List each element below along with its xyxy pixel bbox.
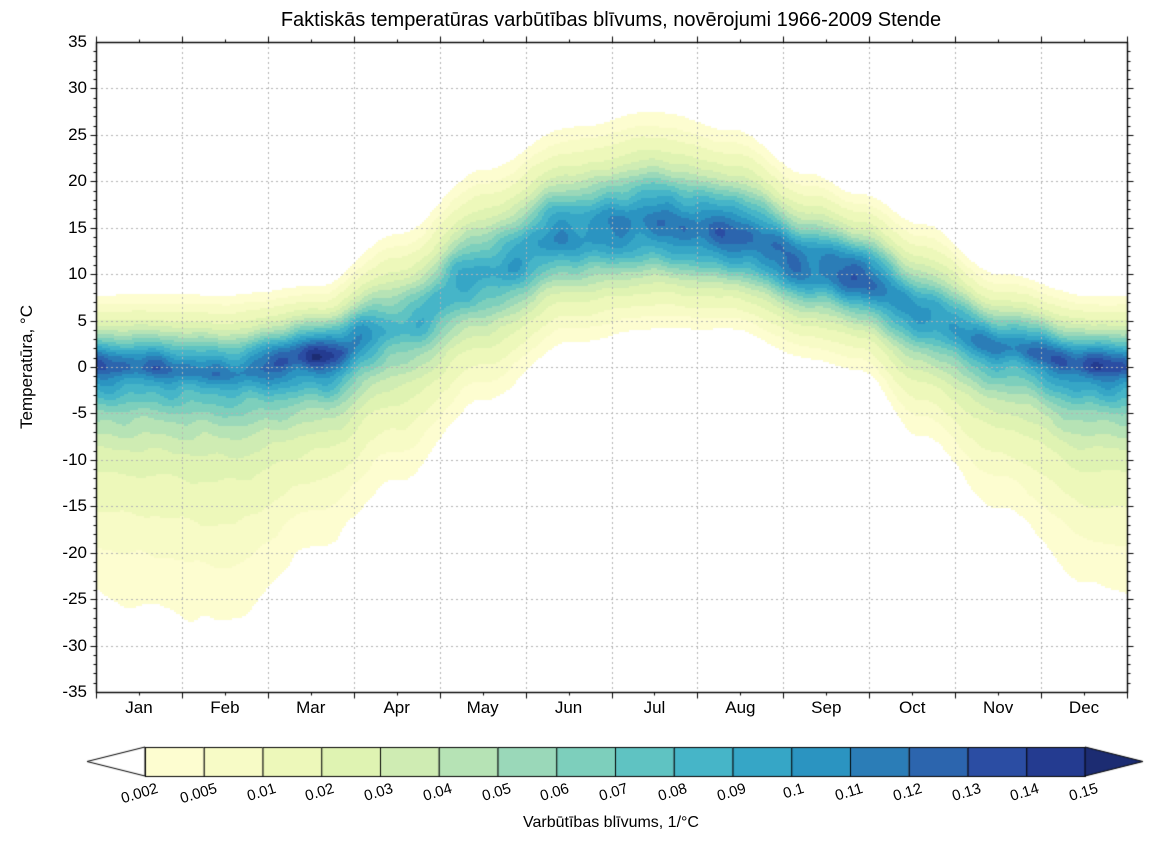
y-tick-label: 25: [68, 124, 87, 144]
x-tick-label: Sep: [811, 698, 842, 717]
x-tick-label: Jun: [554, 698, 583, 717]
y-tick-label: -10: [62, 449, 87, 469]
x-tick-label: Jul: [643, 698, 666, 717]
x-tick-label: Jan: [125, 698, 153, 717]
y-tick-label: -35: [62, 682, 87, 701]
x-tick-label: Nov: [983, 698, 1014, 717]
colorbar-title: Varbūtības blīvums, 1/°C: [523, 814, 699, 831]
x-tick-label: Dec: [1068, 698, 1100, 717]
y-tick-label: -20: [62, 542, 87, 562]
y-axis-title: Temperatūra, °C: [17, 305, 36, 429]
x-tick-label: Oct: [898, 698, 926, 717]
y-tick-label: -25: [62, 589, 87, 609]
y-tick-label: 35: [68, 32, 87, 51]
y-tick-label: 15: [68, 217, 87, 237]
x-tick-label: May: [466, 698, 499, 717]
x-tick-label: Apr: [383, 698, 410, 717]
y-tick-label: -30: [62, 635, 87, 655]
y-tick-label: 0: [77, 357, 87, 376]
x-tick-label: Feb: [210, 698, 240, 717]
x-tick-label: Aug: [725, 698, 756, 717]
y-tick-label: 20: [68, 171, 87, 191]
y-tick-label: 30: [68, 78, 87, 98]
y-tick-label: 10: [68, 264, 87, 284]
chart-title: Faktiskās temperatūras varbūtības blīvum…: [280, 9, 942, 31]
x-tick-label: Mar: [296, 698, 326, 717]
y-tick-label: -5: [71, 403, 87, 423]
y-tick-label: 5: [77, 310, 87, 330]
y-tick-label: -15: [62, 496, 87, 516]
